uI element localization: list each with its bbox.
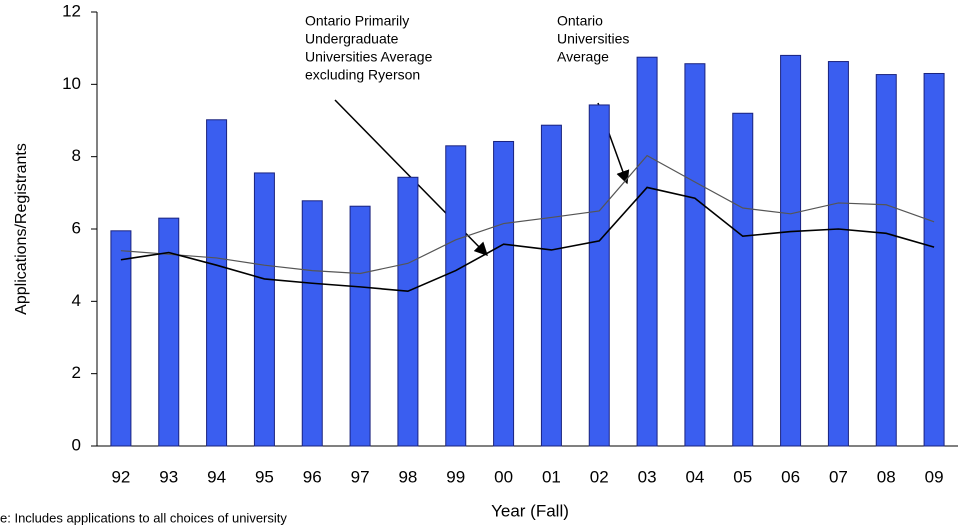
bar bbox=[301, 200, 323, 447]
bar bbox=[445, 145, 467, 447]
bar bbox=[349, 205, 371, 447]
x-tick-label: 06 bbox=[781, 467, 800, 486]
annotation: Ontario Primarily bbox=[305, 13, 409, 29]
x-axis-label: Year (Fall) bbox=[491, 501, 569, 520]
x-tick-label: 08 bbox=[877, 467, 896, 486]
annotation: Undergraduate bbox=[305, 31, 399, 47]
x-tick-label: 01 bbox=[542, 467, 561, 486]
line-series bbox=[120, 186, 935, 293]
annotation: Ontario bbox=[557, 13, 603, 29]
bar bbox=[206, 119, 228, 447]
x-tick-label: 02 bbox=[590, 467, 609, 486]
y-tick-label: 2 bbox=[72, 363, 81, 382]
bar bbox=[493, 140, 515, 447]
x-tick-label: 96 bbox=[303, 467, 322, 486]
bar bbox=[875, 74, 897, 447]
y-tick-label: 12 bbox=[62, 1, 81, 20]
bar bbox=[684, 63, 706, 447]
x-tick-label: 04 bbox=[685, 467, 704, 486]
y-axis-label: Applications/Registrants bbox=[13, 143, 30, 315]
x-tick-label: 98 bbox=[398, 467, 417, 486]
bar bbox=[636, 56, 658, 447]
y-tick-label: 8 bbox=[72, 146, 81, 165]
x-tick-label: 99 bbox=[446, 467, 465, 486]
y-tick-label: 10 bbox=[62, 74, 81, 93]
y-tick-label: 0 bbox=[72, 435, 81, 454]
x-tick-label: 97 bbox=[351, 467, 370, 486]
bar bbox=[923, 72, 945, 447]
x-tick-label: 07 bbox=[829, 467, 848, 486]
bar bbox=[158, 217, 180, 447]
bar bbox=[253, 172, 275, 447]
x-tick-label: 94 bbox=[207, 467, 226, 486]
footnote: e: Includes applications to all choices … bbox=[0, 510, 287, 525]
annotation: Average bbox=[557, 49, 609, 65]
x-tick-label: 03 bbox=[638, 467, 657, 486]
bar bbox=[588, 104, 610, 447]
x-tick-label: 93 bbox=[159, 467, 178, 486]
x-tick-label: 92 bbox=[111, 467, 130, 486]
bar bbox=[540, 124, 562, 447]
annotation: excluding Ryerson bbox=[305, 67, 420, 83]
x-tick-label: 95 bbox=[255, 467, 274, 486]
bar bbox=[732, 112, 754, 447]
bar bbox=[780, 54, 802, 447]
y-tick-label: 4 bbox=[72, 291, 81, 310]
bar bbox=[397, 176, 419, 447]
line-series bbox=[120, 154, 935, 275]
bar bbox=[827, 61, 849, 447]
bar bbox=[110, 230, 132, 447]
x-tick-label: 09 bbox=[925, 467, 944, 486]
x-tick-label: 05 bbox=[733, 467, 752, 486]
x-tick-label: 00 bbox=[494, 467, 513, 486]
y-tick-label: 6 bbox=[72, 218, 81, 237]
annotation: Universities Average bbox=[305, 49, 433, 65]
annotation: Universities bbox=[557, 31, 629, 47]
